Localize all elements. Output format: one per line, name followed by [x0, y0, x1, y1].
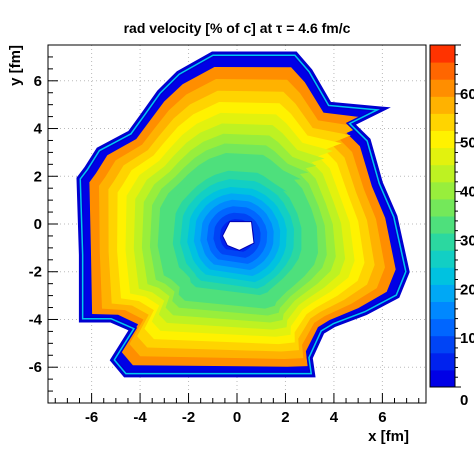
x-axis-label: x [fm]: [368, 428, 409, 445]
x-tick-label: 4: [330, 409, 339, 426]
colorbar-level-12: [430, 164, 455, 183]
x-tick-label: 6: [378, 409, 386, 426]
colorbar-level-19: [430, 45, 455, 63]
colorbar-level-15: [430, 113, 455, 131]
colorbar-level-18: [430, 62, 455, 80]
colorbar-tick-label: 50: [460, 135, 474, 152]
y-axis-ticks: -6 -4 -2 0 2 4 6: [29, 44, 58, 392]
colorbar-level-6: [430, 267, 455, 285]
x-tick-label: -2: [182, 409, 195, 426]
colorbar-tick-label: 20: [460, 281, 474, 298]
colorbar-level-4: [430, 301, 455, 320]
colorbar-level-17: [430, 79, 455, 97]
colorbar: 0 10 20 30 40 50 60: [429, 44, 474, 409]
colorbar-level-3: [430, 318, 455, 337]
colorbar-tick-label: 0: [460, 392, 468, 409]
colorbar-level-13: [430, 147, 455, 166]
colorbar-level-11: [430, 181, 455, 200]
y-tick-label: 4: [34, 121, 43, 138]
y-tick-label: -2: [29, 264, 42, 281]
colorbar-level-8: [430, 233, 455, 251]
colorbar-level-2: [430, 335, 455, 354]
x-axis-ticks: -6 -4 -2 0 2 4 6: [54, 393, 420, 426]
colorbar-level-9: [430, 216, 455, 234]
colorbar-level-14: [430, 130, 455, 149]
y-tick-label: -6: [29, 359, 42, 376]
y-tick-label: -4: [29, 311, 43, 328]
colorbar-tick-label: 30: [460, 232, 474, 249]
colorbar-frame: [429, 44, 456, 388]
colorbar-level-16: [430, 96, 455, 114]
x-tick-label: 2: [281, 409, 289, 426]
x-tick-label: 0: [233, 409, 241, 426]
y-tick-label: 0: [34, 216, 42, 233]
colorbar-tick-label: 60: [460, 86, 474, 103]
chart-title: rad velocity [% of c] at τ = 4.6 fm/c: [124, 20, 351, 36]
y-axis-label: y [fm]: [7, 45, 24, 86]
colorbar-level-10: [430, 198, 455, 217]
colorbar-tick-label: 10: [460, 330, 474, 347]
colorbar-level-7: [430, 250, 455, 268]
y-tick-label: 2: [34, 168, 42, 185]
center-hole: [221, 221, 255, 251]
x-tick-label: -6: [85, 409, 98, 426]
colorbar-tick-label: 40: [460, 184, 474, 201]
inner-edge-band: [79, 54, 407, 375]
plot-area: [47, 44, 427, 404]
colorbar-level-0: [430, 369, 455, 388]
colorbar-level-1: [430, 352, 455, 371]
y-tick-label: 6: [34, 73, 42, 90]
x-tick-label: -4: [133, 409, 147, 426]
colorbar-level-5: [430, 284, 455, 302]
